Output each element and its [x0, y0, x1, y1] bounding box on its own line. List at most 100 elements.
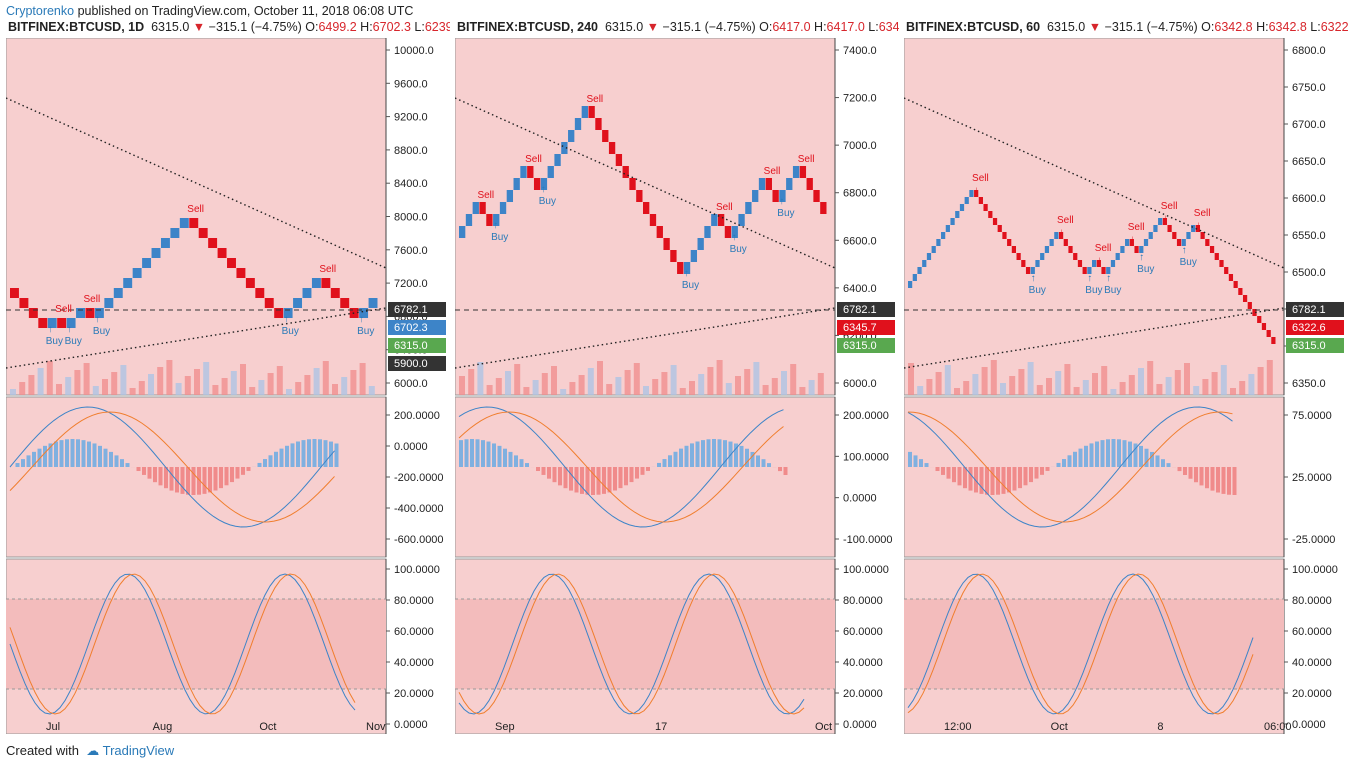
macd-bar	[202, 467, 207, 494]
author-link[interactable]: Cryptorenko	[6, 4, 75, 18]
buy-signal: Buy	[491, 232, 508, 243]
x-axis-label: Jul	[46, 721, 60, 733]
renko-brick	[602, 130, 609, 142]
renko-brick	[649, 214, 657, 226]
macd-bar	[563, 467, 568, 489]
chart-panel-240[interactable]: BITFINEX:BTCUSD, 240 6315.0 ▼ −315.1 (−4…	[455, 20, 899, 734]
renko-brick	[1115, 253, 1120, 260]
volume-bar	[808, 380, 815, 395]
renko-brick	[752, 190, 759, 202]
renko-brick	[1030, 267, 1035, 274]
macd-bar	[290, 443, 295, 467]
macd-bar	[552, 467, 557, 483]
chart-canvas[interactable]: Sell↓Buy↑Sell↓Buy↑Sell↓Buy↑Sell↓Buy↑Sell…	[904, 38, 1348, 734]
macd-bar	[607, 467, 612, 493]
volume-bar	[111, 372, 118, 395]
open-value: 6342.8	[1214, 20, 1253, 34]
down-arrow-icon: ▼	[192, 20, 206, 34]
volume-bar	[194, 369, 200, 395]
renko-brick	[758, 178, 766, 190]
volume-bar	[643, 386, 649, 395]
volume-bar	[37, 368, 44, 395]
renko-brick	[208, 238, 218, 248]
sell-signal: Sell	[55, 304, 72, 315]
volume-bar	[486, 385, 493, 395]
axis-tick-label: 6750.0	[1292, 82, 1326, 94]
volume-bar	[1184, 363, 1190, 395]
macd-bar	[1084, 445, 1088, 467]
volume-bar	[716, 360, 723, 395]
macd-bar	[15, 463, 20, 467]
macd-bar	[968, 467, 973, 491]
price-tag: 6322.6	[1292, 322, 1326, 334]
trend-line	[904, 97, 1285, 269]
macd-bar	[230, 467, 234, 483]
created-with-label: Created with	[6, 743, 79, 758]
macd-bar	[684, 445, 689, 467]
macd-bar	[235, 467, 240, 479]
axis-tick-label: 100.0000	[394, 564, 440, 576]
macd-bar	[307, 439, 311, 467]
high-value: 6417.0	[826, 20, 865, 34]
renko-brick	[581, 106, 588, 118]
macd-bar	[48, 443, 53, 467]
renko-brick	[1035, 260, 1040, 267]
macd-bar	[486, 441, 491, 467]
volume-bar	[267, 373, 274, 395]
volume-bar	[495, 378, 502, 395]
volume-bar	[926, 379, 933, 395]
symbol-label: BITFINEX:BTCUSD, 1D	[8, 20, 145, 34]
chart-canvas[interactable]: Sell↓Buy↑Sell↓Buy↑Sell↓Buy↑Sell↓Buy↑Sell…	[455, 38, 899, 734]
volume-bar	[908, 363, 914, 395]
renko-brick	[772, 190, 779, 202]
volume-bar	[817, 373, 824, 395]
renko-brick	[955, 211, 960, 218]
buy-signal: Buy	[1180, 257, 1197, 268]
renko-brick	[293, 298, 303, 308]
renko-brick	[1214, 253, 1219, 260]
chart-panel-1d[interactable]: BITFINEX:BTCUSD, 1D 6315.0 ▼ −315.1 (−4.…	[6, 20, 450, 734]
chart-panel-60[interactable]: BITFINEX:BTCUSD, 60 6315.0 ▼ −315.1 (−4.…	[904, 20, 1348, 734]
renko-brick	[670, 250, 677, 262]
x-axis-label: 06:00	[1264, 721, 1292, 733]
volume-bar	[790, 364, 797, 395]
buy-signal: Buy	[65, 336, 82, 347]
renko-brick	[1261, 323, 1267, 330]
price-pane	[904, 38, 1285, 396]
x-axis-label: Aug	[153, 721, 173, 733]
renko-brick	[820, 202, 827, 214]
tradingview-brand[interactable]: TradingView	[102, 743, 175, 758]
stoch-d-line	[458, 573, 805, 715]
macd-bar	[503, 448, 507, 467]
macd-bar	[591, 467, 595, 495]
renko-brick	[745, 202, 752, 214]
high-value: 6342.8	[1268, 20, 1307, 34]
macd-bar	[536, 467, 540, 472]
volume-bar	[624, 370, 631, 395]
macd-bar	[1040, 467, 1044, 475]
x-axis-label: Oct	[815, 721, 832, 733]
macd-bar	[745, 448, 749, 467]
renko-brick	[1228, 274, 1234, 281]
volume-bar	[569, 382, 576, 395]
axis-tick-label: 80.0000	[394, 595, 434, 607]
axis-tick-label: 9200.0	[394, 112, 428, 124]
volume-bar	[551, 366, 557, 395]
chart-canvas[interactable]: Buy↑Sell↓Buy↑Sell↓Buy↑Sell↓Buy↑Sell↓Buy↑…	[6, 38, 450, 734]
macd-bar	[1216, 467, 1220, 493]
low-value: 6345	[878, 20, 899, 34]
renko-brick	[493, 214, 500, 226]
volume-bar	[532, 380, 539, 395]
macd-bar	[990, 467, 995, 495]
renko-brick	[622, 166, 629, 178]
renko-brick	[588, 106, 595, 118]
sell-signal: Sell	[319, 264, 336, 275]
macd-bar	[908, 451, 912, 467]
renko-brick	[1058, 232, 1064, 239]
renko-brick	[189, 218, 199, 228]
buy-signal: Buy	[777, 208, 794, 219]
macd-bar	[142, 467, 146, 475]
macd-bar	[318, 439, 322, 467]
macd-bar	[1029, 467, 1033, 483]
renko-brick	[813, 190, 820, 202]
